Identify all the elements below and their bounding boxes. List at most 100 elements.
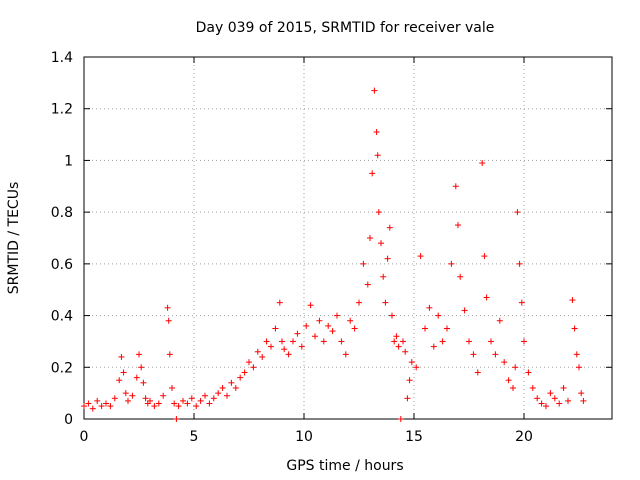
data-point <box>173 416 180 422</box>
data-point <box>397 416 404 422</box>
data-point <box>188 395 195 402</box>
data-point <box>426 304 433 311</box>
data-point <box>136 351 142 358</box>
data-point <box>129 392 136 399</box>
data-point <box>479 160 486 167</box>
data-point <box>206 400 213 407</box>
data-point <box>565 397 571 404</box>
data-point <box>122 390 129 397</box>
data-point <box>374 152 381 159</box>
data-point <box>375 209 382 216</box>
data-point <box>347 317 354 324</box>
y-axis: 0 0.2 0.4 0.6 0.8 1 1.2 1.4 <box>51 50 612 428</box>
data-point <box>133 374 140 381</box>
y-tick-label: 0 <box>64 412 73 428</box>
data-point <box>294 330 301 337</box>
data-point <box>571 325 578 332</box>
data-point <box>184 400 191 407</box>
y-tick-label: 0.2 <box>51 360 73 376</box>
data-point <box>373 128 380 135</box>
data-point <box>521 338 527 345</box>
data-point <box>169 384 175 391</box>
data-point <box>408 359 415 366</box>
data-point <box>481 253 488 260</box>
data-point <box>237 374 244 381</box>
data-point <box>384 255 391 262</box>
data-point <box>413 364 420 371</box>
data-point <box>444 325 450 332</box>
data-point <box>439 338 446 345</box>
data-point <box>364 281 371 288</box>
data-point <box>325 322 332 329</box>
data-point <box>272 325 279 332</box>
data-point <box>483 294 490 301</box>
data-point <box>461 307 468 314</box>
y-tick-label: 0.8 <box>51 205 73 221</box>
data-point <box>116 377 123 384</box>
data-point <box>516 260 523 267</box>
gridlines <box>84 57 612 419</box>
data-point <box>329 328 336 335</box>
data-point <box>219 384 226 391</box>
data-point <box>435 312 442 319</box>
data-point <box>538 400 545 407</box>
data-point <box>389 312 395 319</box>
data-point <box>386 224 393 231</box>
data-point <box>342 351 349 358</box>
data-point <box>193 403 200 410</box>
data-point <box>512 364 519 371</box>
data-point <box>125 397 131 404</box>
data-point <box>85 400 92 407</box>
data-point <box>103 400 109 407</box>
x-tick-label: 10 <box>295 429 313 445</box>
data-point <box>164 304 171 311</box>
data-point <box>501 359 508 366</box>
data-point <box>118 353 125 360</box>
data-point <box>268 343 274 350</box>
data-point <box>307 302 314 309</box>
data-point <box>171 400 178 407</box>
data-point <box>360 260 367 267</box>
data-point <box>514 209 521 216</box>
data-point <box>457 273 464 280</box>
data-point <box>448 260 455 267</box>
data-point <box>250 364 257 371</box>
data-point <box>89 405 96 412</box>
data-point <box>290 338 296 345</box>
data-point <box>180 397 186 404</box>
data-point <box>547 390 554 397</box>
data-point <box>232 384 239 391</box>
data-point <box>529 384 536 391</box>
data-point <box>202 392 208 399</box>
data-point <box>142 395 149 402</box>
data-point <box>160 392 167 399</box>
data-point <box>298 343 305 350</box>
data-point <box>380 273 387 280</box>
y-tick-label: 1 <box>64 153 73 169</box>
data-points <box>81 87 587 422</box>
data-point <box>371 87 378 94</box>
data-point <box>166 351 173 358</box>
data-point <box>107 403 114 410</box>
data-point <box>140 379 147 386</box>
data-point <box>576 364 582 371</box>
data-point <box>276 299 283 306</box>
y-tick-label: 0.6 <box>51 257 73 273</box>
chart-title: Day 039 of 2015, SRMTID for receiver val… <box>196 20 495 36</box>
data-point <box>474 369 481 376</box>
data-point <box>224 392 230 399</box>
x-axis-label: GPS time / hours <box>286 458 403 474</box>
data-point <box>351 325 358 332</box>
x-tick-label: 0 <box>80 429 89 445</box>
data-point <box>488 338 494 345</box>
data-point <box>254 348 261 355</box>
data-point <box>285 351 292 358</box>
data-point <box>391 338 398 345</box>
data-point <box>367 235 373 241</box>
data-point <box>518 299 525 306</box>
data-point <box>556 400 563 407</box>
data-point <box>573 351 580 358</box>
data-point <box>492 351 499 358</box>
data-point <box>197 397 204 404</box>
data-point <box>155 400 162 407</box>
